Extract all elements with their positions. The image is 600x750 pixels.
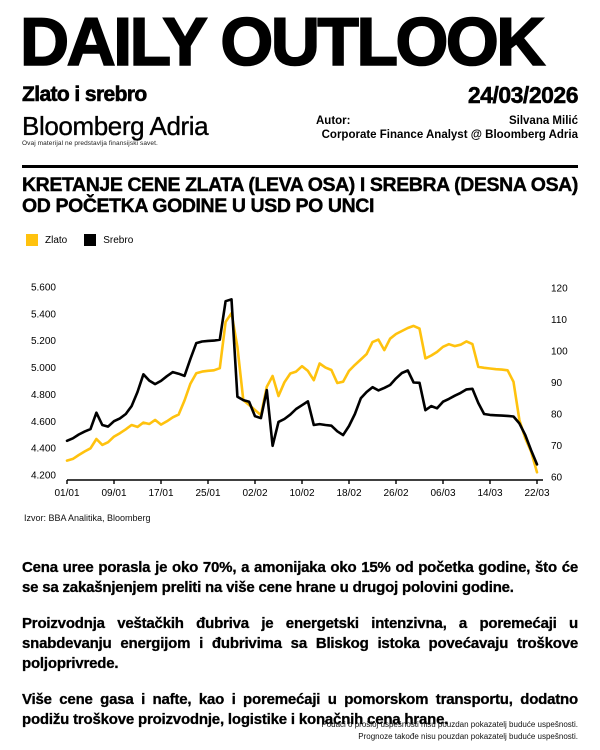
svg-text:5.600: 5.600 bbox=[31, 283, 56, 294]
legend-item-zlato: Zlato bbox=[26, 234, 67, 246]
legend-item-srebro: Srebro bbox=[84, 234, 133, 246]
svg-text:22/03: 22/03 bbox=[524, 488, 549, 499]
author-label: Autor: bbox=[316, 115, 351, 127]
svg-text:01/01: 01/01 bbox=[54, 488, 79, 499]
svg-text:80: 80 bbox=[551, 410, 563, 421]
chart-title: KRETANJE CENE ZLATA (LEVA OSA) I SREBRA … bbox=[22, 174, 579, 218]
svg-text:4.800: 4.800 bbox=[31, 390, 56, 401]
header-divider bbox=[22, 165, 578, 168]
footer-disclaimer: Podaci o prošloj uspešnosti nisu pouzdan… bbox=[120, 719, 578, 744]
zlato-swatch bbox=[26, 234, 38, 246]
issue-date: 24/03/2026 bbox=[467, 82, 579, 109]
svg-text:4.200: 4.200 bbox=[31, 471, 56, 482]
svg-text:14/03: 14/03 bbox=[477, 488, 502, 499]
header-disclaimer: Ovaj materijal ne predstavlja finansijsk… bbox=[22, 140, 158, 147]
svg-text:90: 90 bbox=[551, 378, 563, 389]
svg-text:02/02: 02/02 bbox=[242, 488, 267, 499]
srebro-swatch bbox=[84, 234, 97, 246]
body-paragraph-2: Proizvodnja veštačkih đubriva je energet… bbox=[22, 614, 579, 672]
chart-legend: Zlato Srebro bbox=[26, 234, 133, 246]
footer-disclaimer-line2: Prognoze takođe nisu pouzdan pokazatelj … bbox=[358, 732, 578, 742]
svg-text:100: 100 bbox=[551, 347, 568, 358]
author-block: Autor: Silvana Milić Corporate Finance A… bbox=[316, 114, 578, 142]
svg-text:120: 120 bbox=[551, 284, 568, 295]
svg-text:09/01: 09/01 bbox=[101, 488, 126, 499]
svg-text:10/02: 10/02 bbox=[289, 488, 314, 499]
svg-text:26/02: 26/02 bbox=[383, 488, 408, 499]
svg-text:60: 60 bbox=[551, 473, 563, 484]
brand-name: Bloomberg Adria bbox=[22, 111, 209, 141]
subject-title: Zlato i srebro bbox=[22, 83, 148, 107]
author-name: Silvana Milić bbox=[508, 115, 578, 127]
svg-text:4.600: 4.600 bbox=[31, 417, 56, 428]
chart-svg: 01/01 09/01 17/01 25/01 02/02 10/02 18/02 26/02… bbox=[31, 283, 568, 500]
svg-text:5.200: 5.200 bbox=[31, 336, 56, 347]
svg-text:06/03: 06/03 bbox=[430, 488, 455, 499]
svg-text:17/01: 17/01 bbox=[148, 488, 173, 499]
svg-text:70: 70 bbox=[551, 441, 563, 452]
body-paragraph-3: Više cene gasa i nafte, kao i poremećaji… bbox=[22, 690, 579, 728]
svg-text:25/01: 25/01 bbox=[195, 488, 220, 499]
chart-source: Izvor: BBA Analitika, Bloomberg bbox=[24, 513, 151, 523]
svg-text:18/02: 18/02 bbox=[336, 488, 361, 499]
masthead: DAILY OUTLOOK bbox=[19, 4, 546, 80]
svg-text:4.400: 4.400 bbox=[31, 444, 56, 455]
legend-label-zlato: Zlato bbox=[45, 234, 68, 246]
svg-text:110: 110 bbox=[551, 315, 567, 326]
svg-text:5.000: 5.000 bbox=[31, 363, 56, 374]
author-title: Corporate Finance Analyst @ Bloomberg Ad… bbox=[321, 129, 578, 141]
footer-disclaimer-line1: Podaci o prošloj uspešnosti nisu pouzdan… bbox=[321, 720, 578, 729]
legend-label-srebro: Srebro bbox=[103, 234, 134, 246]
svg-text:5.400: 5.400 bbox=[31, 309, 56, 320]
body-paragraph-1: Cena uree porasla je oko 70%, a amonijak… bbox=[22, 559, 579, 596]
body-text: Cena uree porasla je oko 70%, a amonijak… bbox=[22, 558, 579, 746]
